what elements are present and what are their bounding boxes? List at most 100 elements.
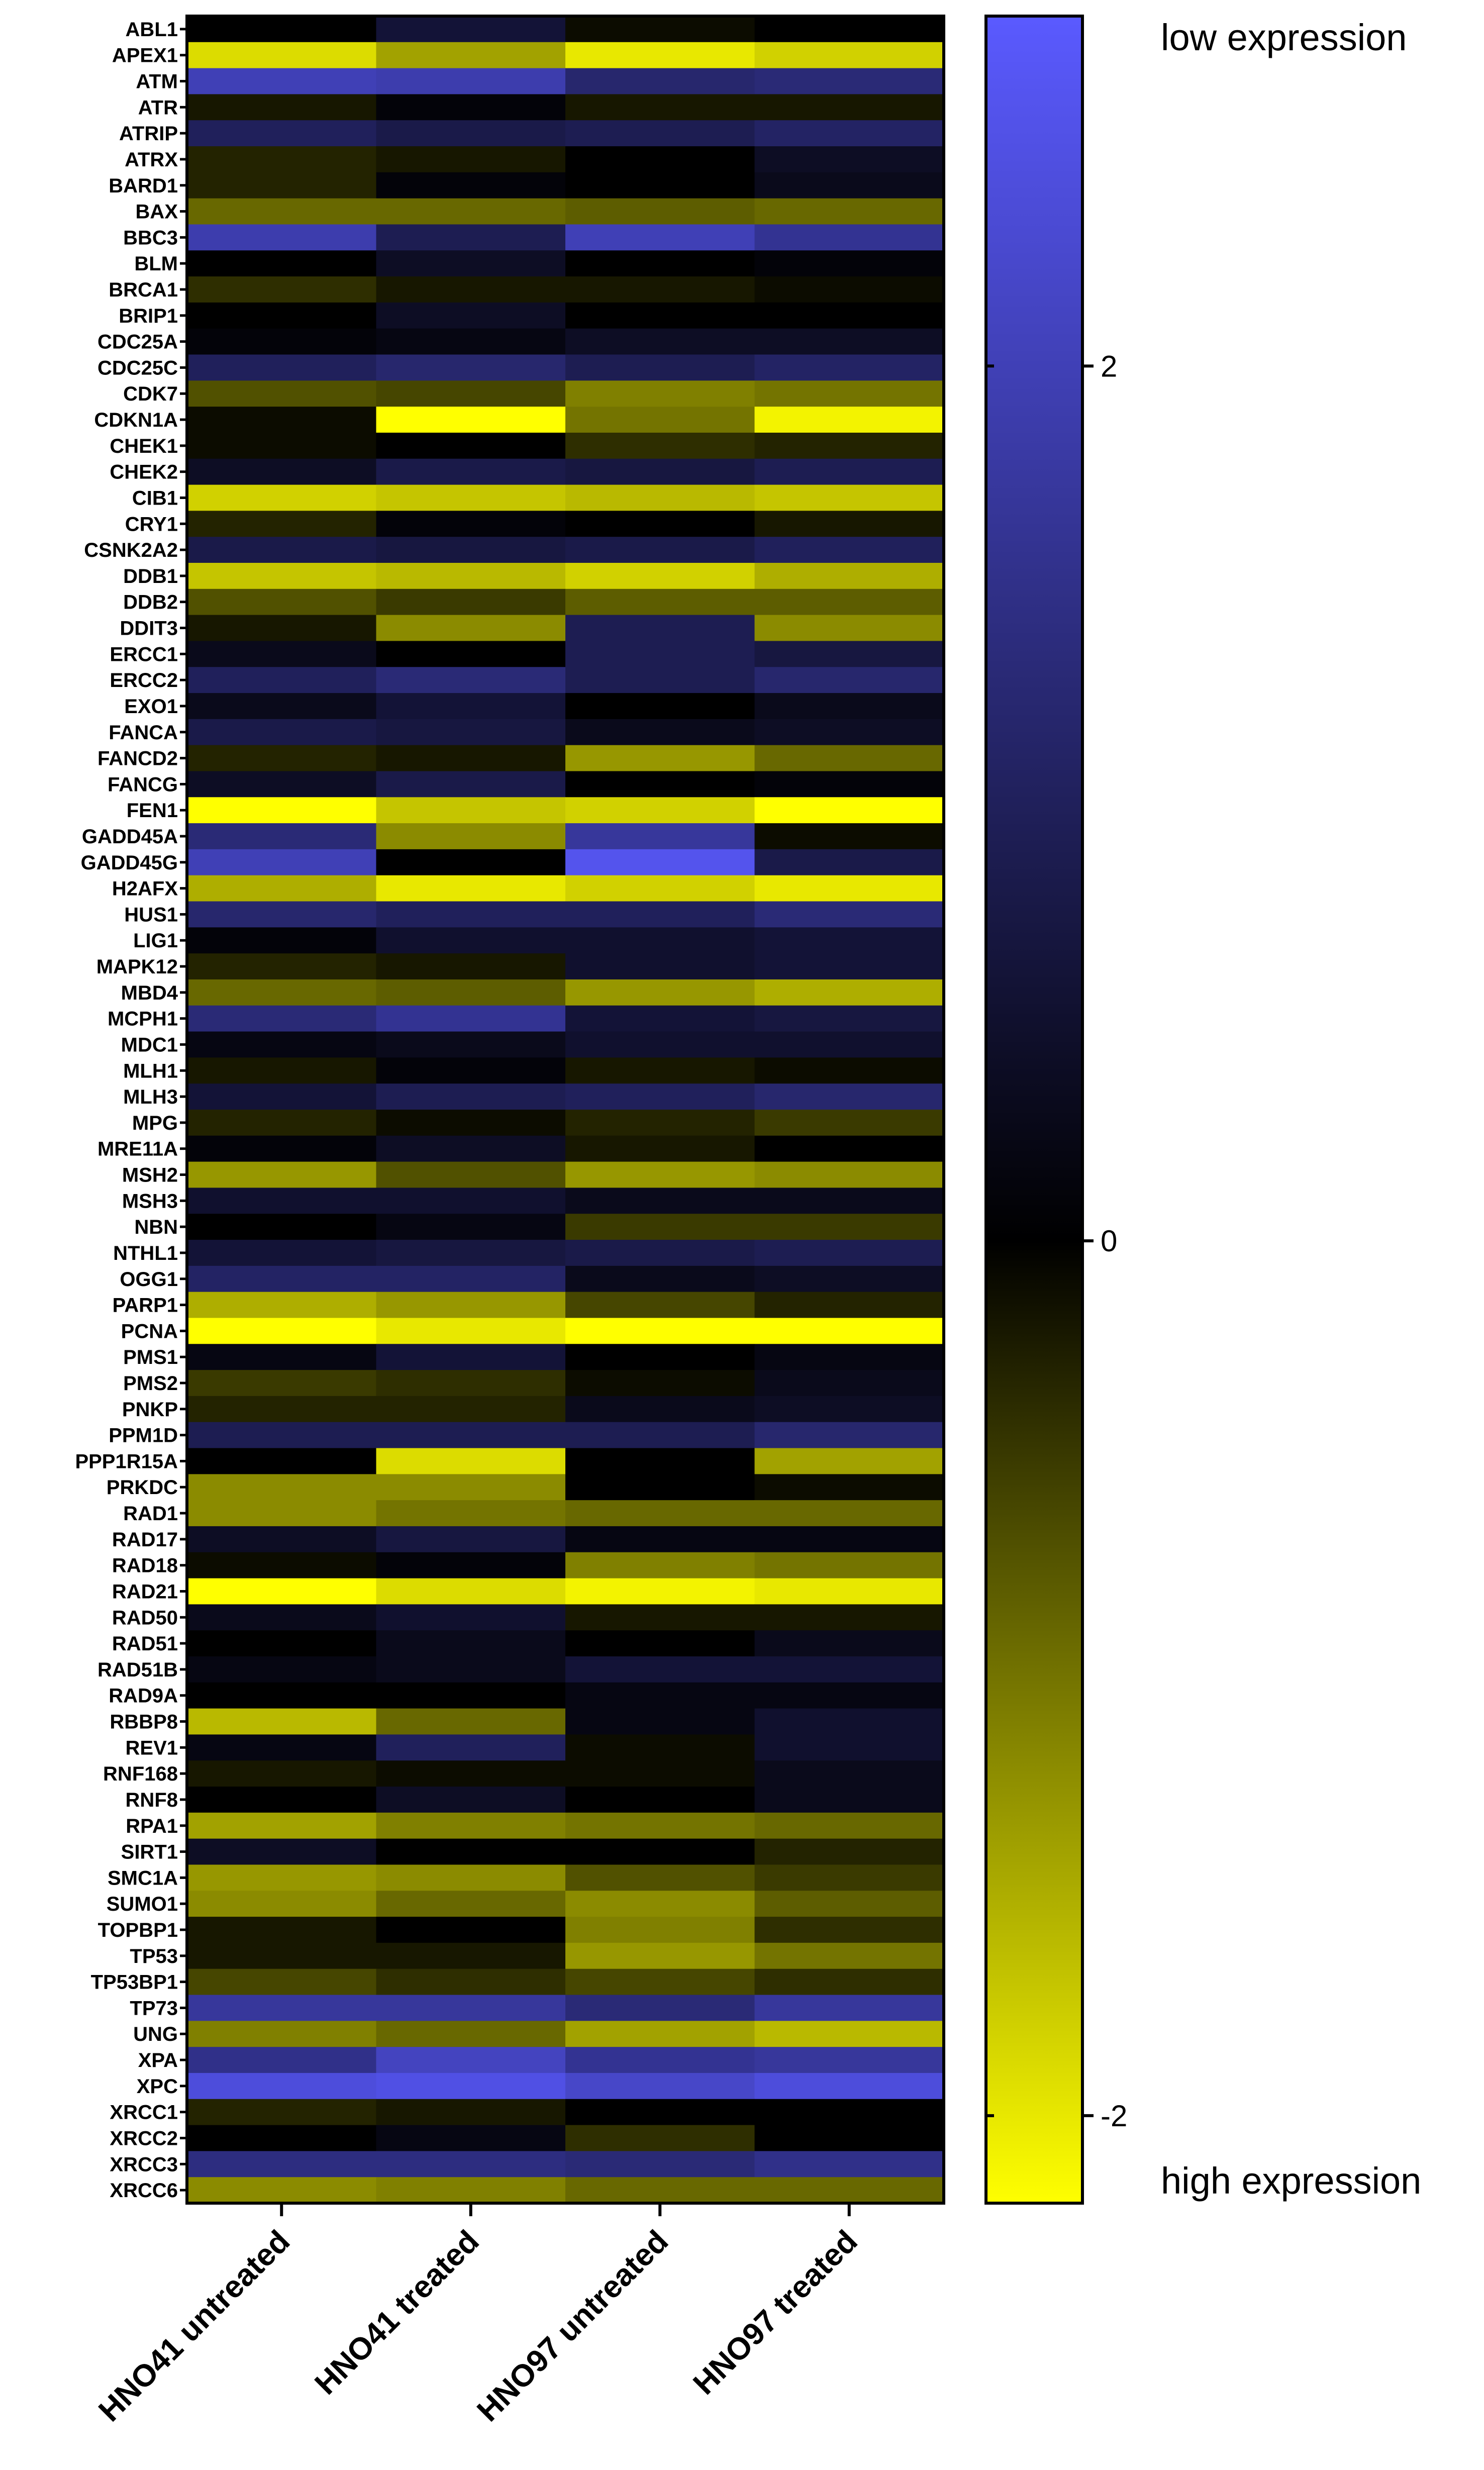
heatmap-cell [187, 1917, 376, 1943]
heatmap-cell [754, 1917, 944, 1943]
heatmap-cell [187, 537, 376, 563]
heatmap-cell [376, 1161, 566, 1188]
heatmap-cell [754, 1891, 944, 1917]
gene-label: APEX1 [112, 45, 178, 67]
heatmap-cell [376, 1968, 566, 1996]
heatmap-cell [565, 1240, 755, 1266]
heatmap-cell [376, 797, 566, 824]
heatmap-cell [754, 1292, 944, 1318]
heatmap-cell [376, 745, 566, 771]
gene-label: PMS2 [123, 1372, 178, 1395]
gene-label: TP53 [130, 1945, 178, 1967]
colorbar-tick-label: 2 [1101, 349, 1117, 383]
heatmap-cell [187, 588, 376, 616]
gene-label: BAX [136, 201, 178, 223]
heatmap-cell [376, 1031, 566, 1058]
heatmap-cell [376, 146, 566, 173]
heatmap-cell [187, 1656, 376, 1683]
gene-label: BARD1 [109, 175, 178, 197]
heatmap-cell [187, 354, 376, 381]
heatmap-cell [754, 1057, 944, 1084]
heatmap-cell [376, 1422, 566, 1449]
heatmap-cell [565, 1214, 755, 1240]
heatmap-cell [187, 1891, 376, 1917]
heatmap-cell [376, 1942, 566, 1969]
gene-label: RAD18 [112, 1555, 178, 1577]
heatmap-cell [565, 16, 755, 43]
heatmap-cell [187, 2151, 376, 2178]
heatmap-cell [376, 1265, 566, 1293]
heatmap-cell [376, 2151, 566, 2178]
heatmap-cell [376, 875, 566, 902]
gene-label: CDK7 [123, 383, 178, 405]
heatmap-cell [187, 16, 376, 43]
heatmap-cell [754, 1787, 944, 1813]
heatmap-cell [754, 1396, 944, 1423]
heatmap-cell [376, 1526, 566, 1553]
heatmap-cell [565, 1604, 755, 1631]
gene-label: LIG1 [133, 930, 178, 952]
heatmap-cell [187, 1474, 376, 1501]
gene-label: MCPH1 [108, 1008, 178, 1030]
gene-label: PCNA [121, 1320, 178, 1342]
heatmap-cell [565, 94, 755, 121]
heatmap-cell [187, 1552, 376, 1579]
heatmap-cell [754, 224, 944, 251]
heatmap-cell [376, 2177, 566, 2204]
heatmap-cell [187, 1630, 376, 1657]
heatmap-cell [187, 1370, 376, 1397]
heatmap-cell [754, 354, 944, 381]
heatmap-cell [565, 1396, 755, 1423]
heatmap-cell [376, 1838, 566, 1865]
heatmap-cell [376, 849, 566, 876]
heatmap-cell [565, 1057, 755, 1084]
gene-label: MPG [132, 1112, 178, 1134]
gene-label: XPC [137, 2076, 178, 2098]
gene-label: UNG [133, 2023, 178, 2045]
heatmap-cell [187, 1161, 376, 1188]
heatmap-cell [187, 511, 376, 537]
heatmap-cell [187, 693, 376, 720]
gene-label: TP53BP1 [91, 1971, 178, 1994]
heatmap-cell [565, 276, 755, 303]
gene-label: ERCC2 [110, 669, 178, 691]
heatmap-cell [754, 537, 944, 563]
gene-label: BRIP1 [119, 305, 178, 327]
heatmap-cell [187, 1734, 376, 1761]
heatmap-cell [376, 1682, 566, 1709]
heatmap-cell [754, 1448, 944, 1474]
gene-label: MLH1 [123, 1060, 178, 1082]
heatmap-cell [187, 302, 376, 329]
heatmap-cell [187, 615, 376, 641]
gene-label: ATRX [125, 149, 178, 171]
gene-label: RNF8 [126, 1789, 178, 1811]
heatmap-cell [187, 198, 376, 225]
heatmap-cell [565, 146, 755, 173]
heatmap-cell [754, 1864, 944, 1891]
heatmap-cell [754, 1161, 944, 1188]
gene-label: CDC25A [97, 331, 178, 353]
heatmap-cell [376, 224, 566, 251]
gene-label: DDB1 [123, 565, 178, 587]
heatmap-cell [754, 2021, 944, 2047]
heatmap-cell [565, 1968, 755, 1996]
heatmap-cell [187, 797, 376, 824]
gene-label: OGG1 [120, 1268, 178, 1291]
heatmap-cell [754, 328, 944, 355]
heatmap-cell [187, 1057, 376, 1084]
gene-label: XPA [138, 2049, 178, 2071]
gene-label: BBC3 [123, 227, 178, 249]
gene-label: NBN [134, 1216, 178, 1238]
heatmap-cell [754, 953, 944, 980]
heatmap-cell [187, 484, 376, 511]
heatmap-cell [754, 927, 944, 954]
heatmap-cell [754, 1188, 944, 1214]
heatmap-cell [565, 563, 755, 589]
heatmap-cell [187, 953, 376, 980]
heatmap-cell [754, 1838, 944, 1865]
heatmap-cell [187, 1604, 376, 1631]
heatmap-cell [754, 1526, 944, 1553]
heatmap-cell [376, 354, 566, 381]
heatmap-cell [376, 1734, 566, 1761]
heatmap-cell [565, 1812, 755, 1839]
